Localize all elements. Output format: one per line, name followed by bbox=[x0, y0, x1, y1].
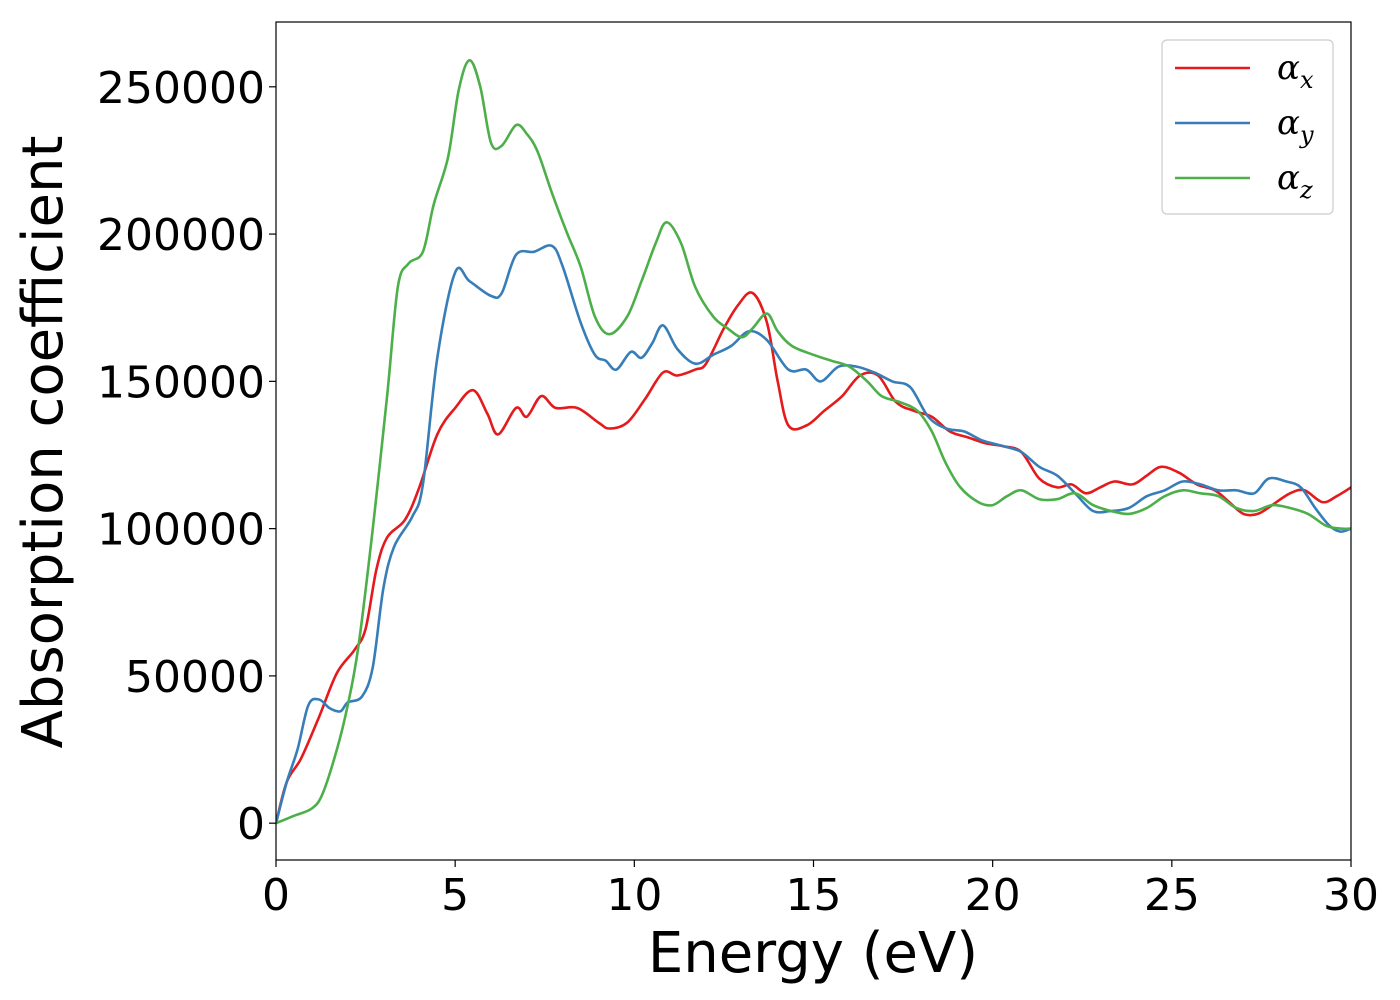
y-tick-label: 250000 bbox=[97, 63, 265, 114]
y-tick-label: 150000 bbox=[97, 357, 265, 408]
y-tick-label: 200000 bbox=[97, 210, 265, 261]
x-tick-label: 25 bbox=[1144, 870, 1200, 921]
x-tick-label: 20 bbox=[965, 870, 1021, 921]
legend-subscript: y bbox=[1299, 121, 1314, 149]
lines-layer bbox=[276, 59, 1351, 825]
x-tick-label: 0 bbox=[262, 870, 290, 921]
x-axis-title: Energy (eV) bbox=[648, 921, 978, 986]
legend-box bbox=[1161, 39, 1334, 215]
legend-subscript: z bbox=[1299, 176, 1313, 204]
y-tick-label: 50000 bbox=[125, 652, 265, 703]
series-line-y bbox=[276, 244, 1351, 825]
legend-symbol: α bbox=[1277, 48, 1300, 88]
y-axis-title: Absorption coefficient bbox=[11, 136, 76, 749]
ticks-layer: 0 5 10 15 20 25 30 0 50000 100000 150000 200000 2500… bbox=[97, 63, 1379, 921]
x-tick-label: 15 bbox=[786, 870, 842, 921]
series-line-x bbox=[276, 291, 1351, 825]
x-tick-label: 10 bbox=[606, 870, 662, 921]
y-tick-label: 0 bbox=[237, 799, 265, 850]
legend-label-z: αz bbox=[1277, 158, 1313, 204]
x-tick-label: 5 bbox=[441, 870, 469, 921]
legend-label-y: αy bbox=[1277, 103, 1314, 149]
legend-subscript: x bbox=[1300, 66, 1314, 94]
y-tick-label: 100000 bbox=[97, 505, 265, 556]
legend-label-x: αx bbox=[1277, 48, 1314, 94]
x-tick-label: 30 bbox=[1323, 870, 1379, 921]
series-line-z bbox=[276, 59, 1351, 825]
legend-symbol: α bbox=[1277, 103, 1300, 143]
legend-symbol: α bbox=[1277, 158, 1300, 198]
